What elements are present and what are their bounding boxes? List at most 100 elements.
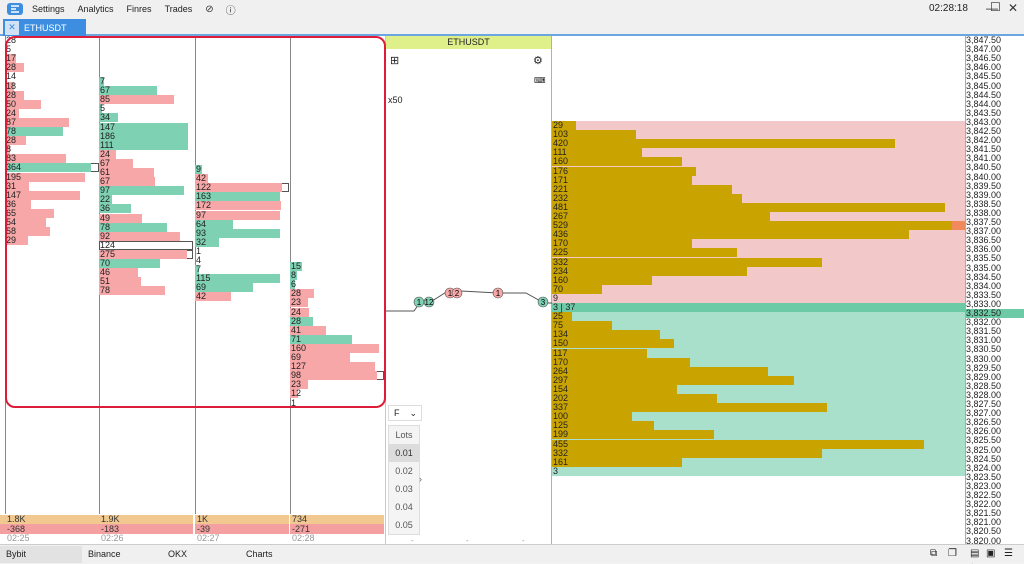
cluster-delta: -368 xyxy=(5,524,99,534)
cluster-bar xyxy=(99,113,118,123)
cluster-row: 28 xyxy=(290,316,384,326)
menu-settings[interactable]: Settings xyxy=(32,4,65,14)
cluster-value: 41 xyxy=(291,324,302,335)
maximize-icon[interactable]: ☐ xyxy=(990,0,1001,14)
lot-option[interactable]: 0.02 xyxy=(395,466,413,476)
cluster-value: 4 xyxy=(196,255,202,265)
tape-chart: 1 121 2 13 xyxy=(386,287,552,312)
cluster-time: 02:28 xyxy=(292,533,315,543)
cluster-row: 69 xyxy=(290,353,384,362)
cluster-value: 18 xyxy=(6,80,17,91)
tab-binance[interactable]: Binance xyxy=(88,549,121,559)
cluster-total: 1.8K xyxy=(5,515,99,524)
cluster-row: 41 xyxy=(290,324,384,335)
ask-volume: 234 xyxy=(553,265,569,276)
tab-bybit[interactable]: Bybit xyxy=(0,546,82,563)
menu-trades[interactable]: Trades xyxy=(164,4,193,14)
volume-bar xyxy=(552,121,576,130)
ask-row: 234 xyxy=(552,265,965,276)
keyboard-icon[interactable]: ⌨ xyxy=(534,76,546,85)
cluster-bar xyxy=(5,163,92,173)
cluster-bar xyxy=(195,219,233,229)
price-label: 3,825.50 xyxy=(966,435,1002,446)
cluster-row: 9 xyxy=(195,165,289,174)
help-icon[interactable]: ⓘ xyxy=(225,5,236,17)
menu-finres[interactable]: Finres xyxy=(126,4,152,14)
settings-list-icon[interactable]: ☰ xyxy=(1004,548,1013,559)
ask-volume: 221 xyxy=(553,183,569,194)
ask-row: 232 xyxy=(552,193,965,203)
svg-text:3: 3 xyxy=(541,298,546,307)
cluster-value: 78 xyxy=(6,126,17,136)
last-trade: 3 | 37 xyxy=(553,302,576,312)
cluster-row: 12 xyxy=(290,389,384,399)
bid-row: 170 xyxy=(552,357,965,367)
cluster-value: 31 xyxy=(6,180,17,191)
ask-volume: 171 xyxy=(553,174,569,185)
expand-icon[interactable]: › xyxy=(419,474,422,484)
close-icon[interactable]: ✕ xyxy=(1008,1,1019,15)
order-book-ladder[interactable]: 29 103 420 111 160 176 171 221 232 481 267 529 436 17… xyxy=(552,36,1024,544)
tab-ethusdt[interactable]: ✕ ETHUSDT xyxy=(3,19,86,36)
add-chart-icon[interactable]: ⊞ xyxy=(390,55,400,67)
cluster-value: 23 xyxy=(291,379,302,390)
minimize-icon[interactable]: — xyxy=(986,1,998,15)
menu-analytics[interactable]: Analytics xyxy=(77,4,114,14)
cluster-time: 02:27 xyxy=(197,533,220,543)
cluster-bar xyxy=(5,172,85,182)
lot-option[interactable]: 0.04 xyxy=(395,502,413,512)
window-icon[interactable]: ▣ xyxy=(986,548,996,559)
copy-icon[interactable]: ❐ xyxy=(948,548,957,559)
bid-volume: 297 xyxy=(553,374,569,385)
price-label: 3,822.00 xyxy=(966,499,1002,510)
cluster-value: 29 xyxy=(6,235,17,246)
price-label: 3,824.50 xyxy=(966,453,1002,464)
volume-bar xyxy=(552,175,692,185)
volume-bar xyxy=(552,330,660,340)
price-label: 3,829.50 xyxy=(966,362,1002,373)
cluster-bar xyxy=(290,262,303,271)
volume-bar xyxy=(552,139,895,149)
ask-row: 176 xyxy=(552,165,965,176)
cluster-bar xyxy=(195,283,254,293)
price-scale[interactable]: 3,847.50 3,847.00 3,846.50 3,846.00 3,845.50… xyxy=(965,36,1024,563)
cluster-row: 8 xyxy=(290,271,384,281)
lot-option[interactable]: 0.01 xyxy=(389,444,419,462)
bid-volume: 3 xyxy=(553,465,559,476)
volume-bar xyxy=(552,430,714,440)
price-label: 3,821.00 xyxy=(966,517,1002,528)
tab-charts[interactable]: Charts xyxy=(246,549,273,559)
ask-volume: 176 xyxy=(553,165,569,176)
cluster-row: 172 xyxy=(195,201,289,211)
ask-volume: 70 xyxy=(553,283,564,294)
ask-volume: 9 xyxy=(553,292,559,303)
price-label: 3,827.50 xyxy=(966,399,1002,409)
cluster-chart[interactable]: 28 5 17 28 14 18 28 50 24 87 78 28 8 83 364 195 31 147 36 6… xyxy=(0,36,386,544)
price-label: 3,844.00 xyxy=(966,98,1002,109)
mode-select[interactable]: F ⌄ xyxy=(388,405,422,421)
chart-off-icon[interactable]: ⊘ xyxy=(205,3,214,15)
lots-header: Lots xyxy=(395,430,413,440)
cluster-value: 97 xyxy=(196,209,207,220)
lot-option[interactable]: 0.05 xyxy=(395,520,413,530)
screenshot-icon[interactable]: ⧉ xyxy=(930,548,938,559)
lot-option[interactable]: 0.03 xyxy=(395,484,413,494)
cluster-row: 4 xyxy=(195,256,289,265)
bid-row: 134 xyxy=(552,330,965,340)
cluster-value: 71 xyxy=(291,333,302,344)
dash-mark: - xyxy=(411,536,414,545)
cluster-row: 275 xyxy=(99,249,193,259)
price-label: 3,839.00 xyxy=(966,189,1002,200)
layout-icon[interactable]: ▤ xyxy=(970,548,980,559)
cluster-value: 93 xyxy=(196,227,207,238)
price-label: 3,833.00 xyxy=(966,298,1002,309)
gear-icon[interactable]: ⚙ xyxy=(533,55,543,67)
tab-okx[interactable]: OKX xyxy=(168,549,188,559)
volume-bar xyxy=(552,439,924,449)
cluster-value: 195 xyxy=(6,171,22,182)
cluster-value: 46 xyxy=(100,267,111,278)
price-label: 3,831.50 xyxy=(966,326,1002,337)
cluster-row: 29 xyxy=(5,235,99,246)
tab-close-icon[interactable]: ✕ xyxy=(5,20,19,35)
bid-row: 337 xyxy=(552,403,965,413)
